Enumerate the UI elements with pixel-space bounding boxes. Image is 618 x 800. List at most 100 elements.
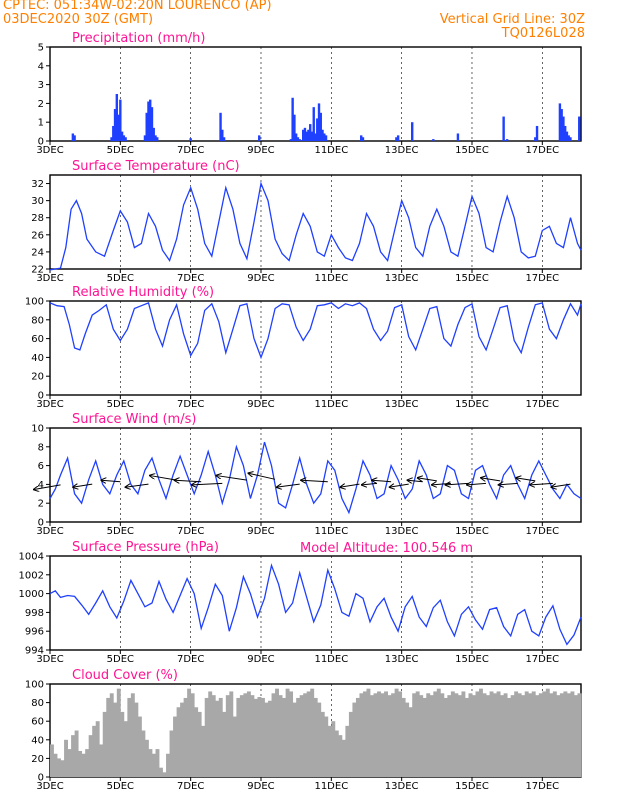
temp-ytick-label: 32 — [31, 179, 44, 190]
cloud-bar — [387, 695, 392, 777]
model-altitude: Model Altitude: 100.546 m — [300, 541, 473, 556]
cloud-bar — [310, 688, 315, 777]
pressure-panel: 994 996 998 1000 1002 1004 3DEC 5DEC 7DEC 9DEC 11D… — [19, 540, 582, 665]
wind-arrow — [192, 483, 223, 485]
precip-bar — [294, 133, 298, 141]
cloud-bar — [345, 725, 350, 777]
cloud-bar — [398, 691, 403, 777]
cloud-bar — [524, 691, 529, 777]
cloud-bar — [510, 695, 515, 777]
wind-ytick-label: 0 — [38, 518, 44, 529]
cloud-bar — [479, 688, 483, 777]
temp-xtick-label: 5DEC — [107, 273, 134, 284]
precip-bar — [562, 116, 565, 141]
cloud-bar — [362, 691, 367, 777]
cloud-bar — [341, 739, 346, 777]
cloud-bar — [440, 693, 445, 777]
cloud-bar — [464, 697, 469, 777]
cloud-bar — [447, 695, 452, 777]
cloud-bar — [412, 693, 417, 777]
precip-bar — [117, 114, 120, 141]
cloud-bar — [313, 697, 318, 777]
pressure-xtick-label: 7DEC — [177, 654, 204, 665]
cloud-bar — [570, 691, 575, 777]
wind-frame — [49, 427, 582, 523]
pressure-title: Surface Pressure (hPa) — [72, 540, 219, 555]
wind-ytick-label: 4 — [38, 480, 44, 491]
cloud-bar — [229, 691, 234, 777]
wind-title: Surface Wind (m/s) — [72, 412, 196, 427]
cloud-bar — [552, 691, 557, 777]
rh-ytick-label: 0 — [38, 391, 44, 402]
precip-bar — [534, 137, 537, 141]
cloud-bar — [155, 749, 160, 777]
rh-xtick-label: 3DEC — [36, 399, 63, 410]
header-station: CPTEC: 051:34W-02:20N LOURENCO (AP) — [3, 0, 272, 13]
precip-bar — [71, 133, 75, 141]
precip-bar — [307, 129, 310, 141]
temp-xtick-label: 13DEC — [385, 273, 419, 284]
cloud-bar — [130, 693, 135, 777]
precip-bar — [411, 122, 414, 141]
cloud-bar — [257, 697, 262, 777]
temp-xtick-label: 11DEC — [314, 273, 348, 284]
cloud-bar — [144, 739, 149, 777]
temp-ytick-label: 28 — [31, 213, 44, 224]
temp-ytick-label: 30 — [31, 196, 44, 207]
precip-bar — [361, 137, 365, 141]
rh-xtick-label: 17DEC — [525, 399, 559, 410]
cloud-bar — [475, 691, 480, 777]
cloud-bar — [324, 716, 329, 777]
cloud-bar — [92, 725, 97, 777]
cloud-bar — [236, 697, 241, 777]
cloud-title: Cloud Cover (%) — [72, 668, 178, 683]
wind-xtick-label: 7DEC — [177, 526, 204, 537]
wind-arrow — [499, 483, 518, 485]
cloud-bar — [370, 695, 374, 777]
precip-bar — [119, 99, 122, 141]
cloud-bar — [507, 697, 512, 777]
cloud-bar — [521, 695, 526, 777]
cloud-bar — [173, 716, 177, 777]
wind-arrow — [175, 480, 202, 482]
precip-ytick-label: 2 — [38, 99, 44, 110]
cloud-bar — [331, 721, 336, 777]
cloud-bar — [222, 711, 227, 777]
cloud-bar — [419, 695, 424, 777]
wind-xtick-label: 13DEC — [385, 526, 419, 537]
pressure-ytick-label: 1004 — [19, 552, 44, 563]
cloud-bar — [239, 695, 244, 777]
cloud-bar — [577, 693, 582, 777]
pressure-ytick-label: 1002 — [19, 570, 44, 581]
cloud-bar — [166, 753, 170, 777]
cloud-bar — [384, 691, 388, 777]
cloud-bar — [208, 691, 213, 777]
temp-xtick-label: 15DEC — [455, 273, 489, 284]
temp-frame — [49, 174, 582, 270]
precip-panel: 0 1 2 3 4 5 3DEC 5DEC 7DEC 9DEC 11DEC 13DEC 15DEC 17D… — [36, 31, 582, 156]
cloud-bar — [264, 702, 269, 777]
cloud-ytick-label: 0 — [38, 773, 44, 784]
cloud-bar — [183, 697, 188, 777]
wind-ytick-label: 2 — [38, 499, 44, 510]
cloud-bar — [489, 691, 494, 777]
cloud-bar — [482, 693, 487, 777]
rh-title: Relative Humidity (%) — [72, 285, 214, 300]
cloud-panel: 0 20 40 60 80 100 3DEC 5DEC 7DEC 9DEC 11DEC 13DEC 15… — [25, 668, 582, 792]
cloud-bar — [246, 691, 251, 777]
cloud-bar — [201, 725, 206, 777]
cloud-bar — [74, 730, 79, 777]
cloud-bar — [85, 749, 90, 777]
precip-xtick-label: 5DEC — [107, 145, 134, 156]
cloud-bar — [159, 767, 163, 777]
cloud-bar — [391, 693, 396, 777]
precip-bar — [317, 103, 321, 141]
cloud-bar — [563, 691, 568, 777]
cloud-bar — [334, 730, 339, 777]
cloud-bar — [268, 700, 272, 777]
cloud-bar — [450, 691, 455, 777]
cloud-bar — [542, 691, 547, 777]
cloud-ytick-label: 80 — [31, 698, 44, 709]
wind-arrow — [372, 480, 392, 482]
cloud-bar — [500, 695, 505, 777]
